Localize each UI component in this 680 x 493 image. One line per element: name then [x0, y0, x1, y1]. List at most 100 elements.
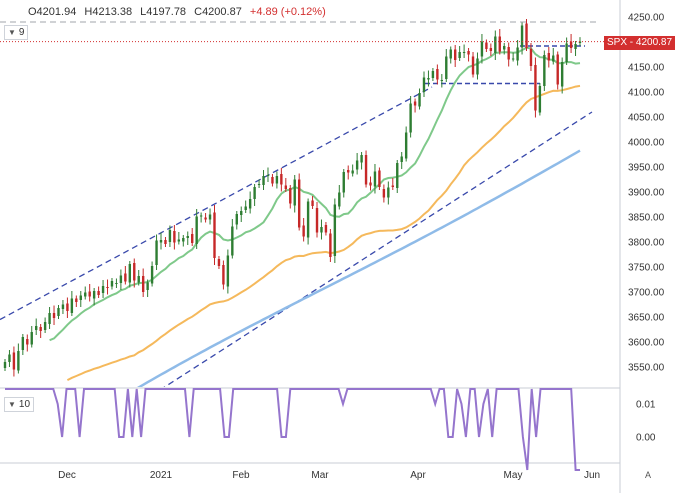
- candle-body: [436, 69, 439, 80]
- candle-body: [413, 101, 417, 106]
- moving-average-green: [49, 46, 581, 342]
- candle-body: [578, 41, 582, 43]
- chevron-down-icon[interactable]: ▼: [8, 28, 16, 37]
- candle-body: [257, 184, 261, 185]
- candle-body: [141, 276, 145, 292]
- candle-body: [293, 179, 296, 206]
- price-tick-label: 3700.00: [628, 288, 665, 299]
- last-price-value: 4200.87: [635, 37, 673, 48]
- candle-body: [217, 259, 221, 266]
- price-tick-label: 4000.00: [628, 138, 665, 149]
- candle-body: [106, 287, 109, 288]
- candle-body: [155, 240, 158, 265]
- candle-body: [231, 226, 234, 256]
- candle-body: [159, 240, 163, 243]
- candle-body: [124, 273, 127, 282]
- candle-body: [146, 282, 149, 290]
- candle-body: [199, 215, 203, 217]
- osc-indicator-count: 10: [18, 399, 31, 410]
- ohlc-open: O4201.94: [28, 6, 77, 18]
- candle-body: [164, 240, 167, 244]
- candle-body: [329, 233, 332, 257]
- candle-body: [382, 189, 386, 198]
- price-tick-label: 3850.00: [628, 213, 665, 224]
- candle-body: [529, 49, 533, 66]
- candle-body: [516, 47, 519, 61]
- price-tick-label: 3550.00: [628, 363, 665, 374]
- candle-body: [275, 176, 279, 184]
- candle-body: [191, 234, 194, 243]
- candle-body: [404, 132, 408, 159]
- auto-scale-button[interactable]: A: [644, 470, 651, 480]
- candle-body: [324, 225, 328, 233]
- candle-body: [543, 55, 546, 86]
- price-tick-label: 3950.00: [628, 163, 665, 174]
- osc-indicator-badge[interactable]: ▼ 10: [4, 397, 35, 412]
- candle-body: [195, 216, 198, 244]
- candle-body: [110, 281, 114, 287]
- candle-body: [289, 188, 292, 204]
- candle-body: [565, 43, 568, 62]
- candle-body: [30, 332, 33, 345]
- candle-body: [92, 291, 96, 299]
- candle-body: [360, 155, 363, 163]
- candle-body: [35, 326, 38, 330]
- candle-body: [453, 49, 457, 60]
- candle-body: [253, 187, 256, 199]
- channel-upper-line: [0, 86, 433, 321]
- candle-body: [26, 339, 29, 345]
- time-tick-label: Dec: [58, 470, 76, 481]
- ohlc-change: +4.89 (+0.12%): [249, 6, 326, 18]
- candle-body: [173, 231, 176, 243]
- candle-body: [333, 204, 337, 256]
- candle-body: [480, 41, 484, 57]
- candle-body: [262, 176, 265, 185]
- candle-body: [534, 65, 537, 111]
- candle-body: [431, 71, 435, 78]
- candle-body: [525, 23, 528, 48]
- candle-body: [494, 36, 497, 53]
- candle-body: [306, 201, 310, 238]
- candle-body: [280, 174, 283, 185]
- time-tick-label: 2021: [150, 470, 173, 481]
- candle-body: [21, 337, 25, 350]
- ohlc-high: H4213.38: [84, 6, 133, 18]
- candle-body: [520, 25, 524, 48]
- candle-body: [284, 185, 288, 189]
- candle-body: [128, 264, 132, 283]
- candle-body: [396, 163, 399, 188]
- channel-lower-line: [163, 111, 593, 387]
- candle-body: [552, 55, 555, 62]
- candle-body: [467, 51, 470, 55]
- candle-body: [342, 172, 345, 193]
- candle-body: [556, 54, 559, 85]
- price-indicator-count: 9: [18, 27, 25, 38]
- candle-body: [12, 352, 16, 370]
- candle-body: [61, 304, 65, 309]
- candle-body: [511, 58, 515, 60]
- candle-body: [574, 44, 577, 49]
- candle-body: [422, 77, 426, 92]
- candle-body: [186, 236, 189, 238]
- candle-body: [409, 103, 412, 133]
- price-tick-label: 3800.00: [628, 238, 665, 249]
- candle-body: [226, 255, 230, 287]
- candle-body: [8, 354, 11, 362]
- candle-body: [222, 265, 225, 285]
- candle-body: [538, 86, 542, 113]
- time-tick-label: Jun: [584, 470, 600, 481]
- candle-body: [445, 56, 448, 79]
- price-tick-label: 4100.00: [628, 88, 665, 99]
- candle-body: [97, 291, 100, 295]
- candle-body: [351, 170, 354, 174]
- candle-body: [315, 208, 319, 233]
- candle-body: [373, 171, 377, 187]
- chevron-down-icon[interactable]: ▼: [8, 400, 16, 409]
- candle-body: [119, 275, 123, 283]
- candle-body: [204, 217, 207, 220]
- candle-body: [471, 56, 475, 75]
- price-indicator-badge[interactable]: ▼ 9: [4, 25, 29, 40]
- candle-body: [440, 80, 444, 81]
